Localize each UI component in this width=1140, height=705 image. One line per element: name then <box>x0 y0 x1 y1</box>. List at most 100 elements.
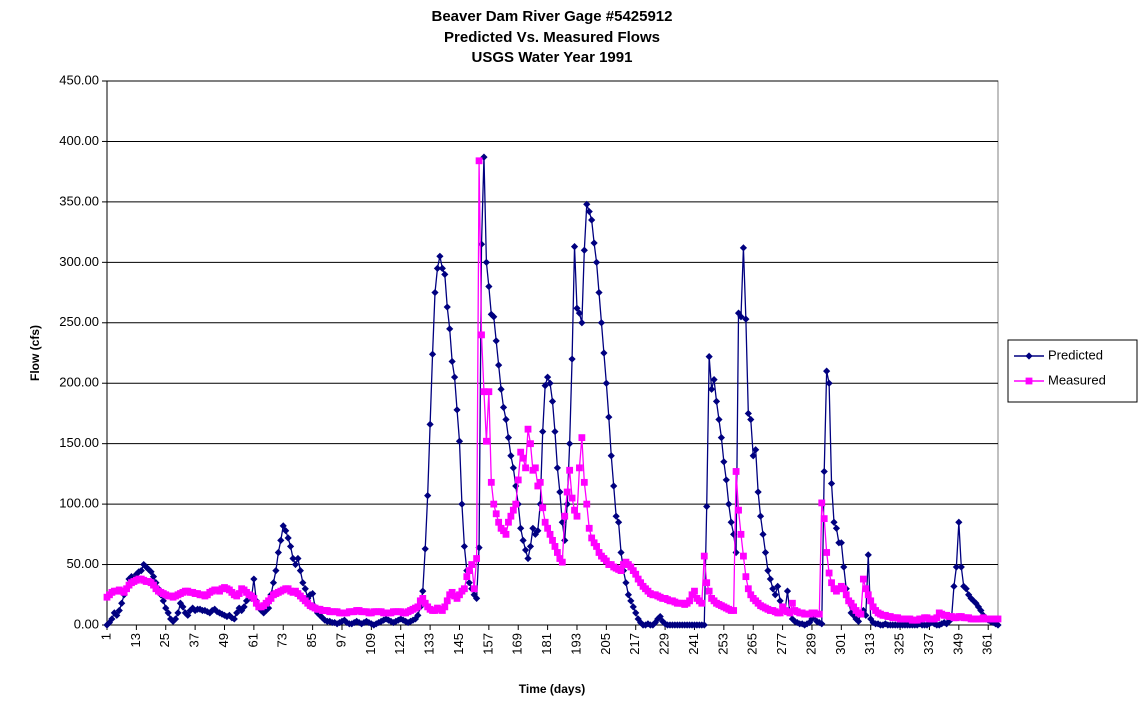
marker <box>553 464 561 472</box>
marker <box>747 415 755 424</box>
marker <box>590 539 598 547</box>
marker <box>825 569 833 577</box>
marker <box>583 500 591 508</box>
marker <box>517 524 525 532</box>
marker <box>539 427 547 436</box>
marker <box>470 591 478 599</box>
marker <box>849 611 858 619</box>
marker <box>343 618 351 627</box>
marker <box>536 500 544 508</box>
marker <box>691 587 698 595</box>
marker <box>453 406 461 414</box>
marker <box>419 595 427 602</box>
marker <box>600 349 608 357</box>
marker <box>179 603 187 611</box>
x-tick-label: 265 <box>745 633 760 655</box>
marker <box>299 579 307 587</box>
marker <box>505 518 512 526</box>
marker <box>524 554 532 563</box>
marker <box>118 599 126 607</box>
marker <box>708 385 716 393</box>
marker <box>825 379 833 387</box>
marker <box>541 382 549 390</box>
marker <box>771 591 779 599</box>
y-axis-label: Flow (cfs) <box>28 325 42 381</box>
marker <box>211 605 219 613</box>
marker <box>576 464 583 472</box>
marker <box>617 548 625 557</box>
marker <box>135 568 143 576</box>
x-tick-label: 133 <box>422 633 437 655</box>
marker <box>756 512 765 520</box>
marker <box>465 579 473 587</box>
marker <box>815 618 823 627</box>
marker <box>818 620 826 628</box>
marker <box>301 585 309 593</box>
marker <box>859 575 867 583</box>
marker <box>842 591 850 599</box>
marker <box>730 607 738 614</box>
marker <box>414 611 422 619</box>
marker <box>558 558 566 566</box>
marker <box>507 452 515 460</box>
marker <box>700 621 708 629</box>
marker <box>573 512 581 520</box>
marker <box>526 542 535 551</box>
marker <box>823 367 831 375</box>
x-tick-label: 157 <box>480 633 495 655</box>
marker <box>617 567 625 574</box>
marker <box>571 506 578 514</box>
marker <box>348 620 356 628</box>
marker <box>568 355 576 363</box>
marker <box>563 488 571 496</box>
marker <box>504 434 513 442</box>
marker <box>252 599 260 607</box>
marker <box>289 554 297 563</box>
marker <box>830 518 838 526</box>
marker <box>450 373 459 381</box>
marker <box>519 454 527 462</box>
x-tick-label: 169 <box>510 633 525 655</box>
marker <box>392 617 400 625</box>
x-tick-label: 145 <box>451 633 466 655</box>
chart-title: USGS Water Year 1991 <box>472 49 633 66</box>
marker <box>196 605 204 613</box>
marker <box>749 452 757 460</box>
marker <box>147 568 155 576</box>
x-tick-label: 73 <box>275 633 290 647</box>
marker <box>184 611 192 619</box>
y-tick-label: 450.00 <box>59 72 99 87</box>
marker <box>174 609 182 617</box>
marker <box>867 597 875 605</box>
marker <box>306 591 314 599</box>
marker <box>553 549 561 556</box>
marker <box>588 534 596 542</box>
marker <box>622 579 630 587</box>
marker <box>761 548 770 557</box>
marker <box>837 539 845 547</box>
marker <box>556 488 564 496</box>
x-tick-label: 97 <box>333 633 348 647</box>
marker <box>742 573 750 581</box>
marker <box>279 522 287 530</box>
marker <box>176 599 185 607</box>
marker <box>791 617 799 625</box>
marker <box>272 567 280 575</box>
marker <box>282 527 290 535</box>
marker <box>546 530 554 538</box>
marker <box>967 594 975 603</box>
marker <box>991 620 1000 628</box>
marker <box>654 615 662 623</box>
marker <box>717 434 725 442</box>
marker <box>637 579 645 587</box>
marker <box>627 563 635 571</box>
marker <box>521 546 530 554</box>
marker <box>524 425 532 433</box>
marker <box>534 482 542 490</box>
marker <box>517 448 525 456</box>
marker <box>950 582 958 590</box>
marker <box>140 560 148 569</box>
x-tick-label: 181 <box>539 633 554 655</box>
marker <box>558 518 566 526</box>
